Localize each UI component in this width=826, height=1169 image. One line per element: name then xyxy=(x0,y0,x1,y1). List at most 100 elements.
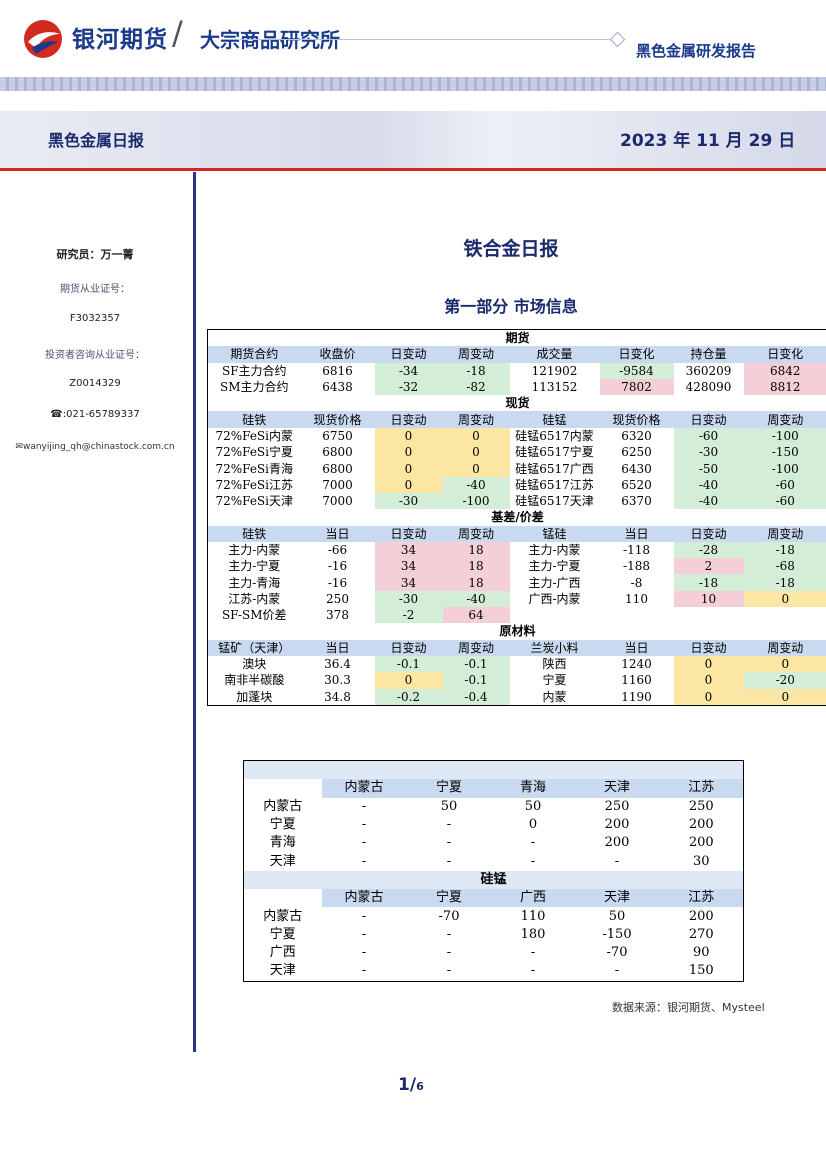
column-header: 现货价格 xyxy=(300,411,375,428)
table-cell: - xyxy=(446,817,452,833)
table-cell: -18 xyxy=(442,362,510,379)
table-cell: 0 xyxy=(743,590,826,608)
header-row-spread_fesi: 内蒙古 宁夏 青海 天津 江苏 xyxy=(243,779,744,798)
table-row: 72%FeSi宁夏 6800 0 0 硅锰6517宁夏 6250 -30 -150 xyxy=(208,444,826,461)
table-row: 内蒙古 - -70 110 50 200 xyxy=(244,907,744,925)
column-header: 日变动 xyxy=(374,525,443,542)
decorative-stripes xyxy=(0,77,826,91)
table-cell: - xyxy=(530,835,536,851)
table-cell: -0.4 xyxy=(442,688,510,706)
table-cell: 428090 xyxy=(685,380,732,395)
table-row: SF-SM价差 378 -2 64 xyxy=(208,607,826,624)
table-row: 天津 - - - - 30 xyxy=(244,852,744,870)
table-row: SF主力合约 6816 -34 -18 121902 -9584 360209 6842 xyxy=(208,362,826,379)
table-cell: 硅锰6517内蒙 xyxy=(515,428,594,443)
column-header: 日变化 xyxy=(599,346,674,363)
column-header: 当日 xyxy=(300,639,375,656)
column-header: 日变动 xyxy=(374,346,443,363)
column-header: 锰硅 xyxy=(509,525,600,542)
table-cell: 6250 xyxy=(621,445,652,460)
license-label: 期货从业证号： xyxy=(60,284,130,295)
table-cell: -50 xyxy=(673,460,744,477)
table-cell: 121902 xyxy=(531,363,578,378)
table-cell: -18 xyxy=(673,574,744,591)
column-header: 当日 xyxy=(300,525,375,542)
table-cell: 0 xyxy=(374,476,443,493)
column-header: 天津 xyxy=(574,779,660,798)
report-type: 黑色金属研发报告 xyxy=(636,42,757,60)
table-cell: SF-SM价差 xyxy=(221,608,287,623)
row-header: 广西 xyxy=(269,945,296,961)
table-row: 72%FeSi内蒙 6750 0 0 硅锰6517内蒙 6320 -60 -100 xyxy=(208,427,826,445)
table-cell: 200 xyxy=(688,908,714,924)
table-row: 72%FeSi天津 7000 -30 -100 硅锰6517天津 6370 -40 -60 xyxy=(208,492,826,510)
table-cell: SM主力合约 xyxy=(219,380,289,395)
table-cell: -40 xyxy=(442,476,510,493)
table-cell: -100 xyxy=(442,492,510,510)
table-cell: - xyxy=(530,945,536,961)
table-cell: 7802 xyxy=(599,378,674,396)
column-header: 日变动 xyxy=(673,411,744,428)
table-cell: -40 xyxy=(442,590,510,608)
table-cell: - xyxy=(446,853,452,869)
table-cell: 6370 xyxy=(621,494,652,509)
table-cell: -2 xyxy=(374,607,443,624)
table-cell: 7000 xyxy=(322,477,353,492)
table-cell: 主力-宁夏 xyxy=(228,559,281,574)
table-cell: 200 xyxy=(688,835,714,851)
table-cell: - xyxy=(361,853,367,869)
table-cell: -30 xyxy=(374,590,443,608)
phone-number: ☎:021-65789337 xyxy=(50,409,140,420)
table-cell: 6816 xyxy=(322,363,353,378)
table-cell: 0 xyxy=(374,444,443,461)
table-cell: 200 xyxy=(688,817,714,833)
column-header: 周变动 xyxy=(442,346,510,363)
table-cell: 6520 xyxy=(621,477,652,492)
table-cell: -28 xyxy=(673,541,744,559)
table-cell: 6800 xyxy=(322,461,353,476)
table-cell: 6430 xyxy=(621,461,652,476)
table-cell: -8 xyxy=(630,575,643,590)
table-cell: 34 xyxy=(374,574,443,591)
table-cell xyxy=(600,607,674,623)
table-cell: 360209 xyxy=(685,363,732,378)
column-header: 周变动 xyxy=(743,639,826,656)
table-cell: 0 xyxy=(374,460,443,477)
table-cell: 1190 xyxy=(621,689,652,704)
table-cell: 50 xyxy=(440,798,458,814)
table-row: 江苏-内蒙 250 -30 -40 广西-内蒙 110 10 0 xyxy=(208,590,826,608)
table-cell xyxy=(674,607,744,623)
table-cell: - xyxy=(614,963,620,979)
table-cell: 1160 xyxy=(621,673,652,688)
report-date: 2023 年 11 月 29 日 xyxy=(620,131,796,151)
table-cell: 34.8 xyxy=(324,689,351,704)
table-cell: 90 xyxy=(693,945,710,961)
diamond-icon xyxy=(609,31,626,48)
document-title: 铁合金日报 xyxy=(463,238,559,260)
table-cell: - xyxy=(446,926,452,942)
table-cell: 宁夏 xyxy=(542,673,567,688)
column-header: 锰矿（天津） xyxy=(207,639,301,656)
table-cell: 主力-宁夏 xyxy=(528,559,581,574)
table-cell: -60 xyxy=(743,476,826,493)
table-cell: - xyxy=(361,945,367,961)
red-rule xyxy=(0,168,826,171)
galaxy-logo-icon xyxy=(24,20,62,58)
table-cell: -100 xyxy=(743,427,826,445)
page-number: 1/6 xyxy=(398,1075,424,1095)
table-row: 主力-青海 -16 34 18 主力-广西 -8 -18 -18 xyxy=(208,574,826,591)
table-cell: - xyxy=(361,926,367,942)
section-title-futures: 期货 xyxy=(207,329,826,347)
email-address: wanyijing_qh@chinastock.com.cn xyxy=(22,442,175,452)
table-cell xyxy=(510,607,600,623)
regional-spread-table: 内蒙古 宁夏 青海 天津 江苏 内蒙古 -50 50 250 250 宁夏 - -0 200 200 青海 - -… xyxy=(243,760,745,982)
table-cell: 50 xyxy=(524,798,542,814)
table-cell: 广西-内蒙 xyxy=(528,591,581,606)
table-cell: 0 xyxy=(374,672,443,689)
column-header: 周变动 xyxy=(442,525,510,542)
table-cell: 36.4 xyxy=(324,657,351,672)
email-link[interactable]: ✉wanyijing_qh@chinastock.com.cn xyxy=(0,442,190,452)
row-header: 天津 xyxy=(269,963,296,979)
table-cell: 72%FeSi宁夏 xyxy=(215,445,293,460)
table-cell: 8812 xyxy=(743,378,826,396)
